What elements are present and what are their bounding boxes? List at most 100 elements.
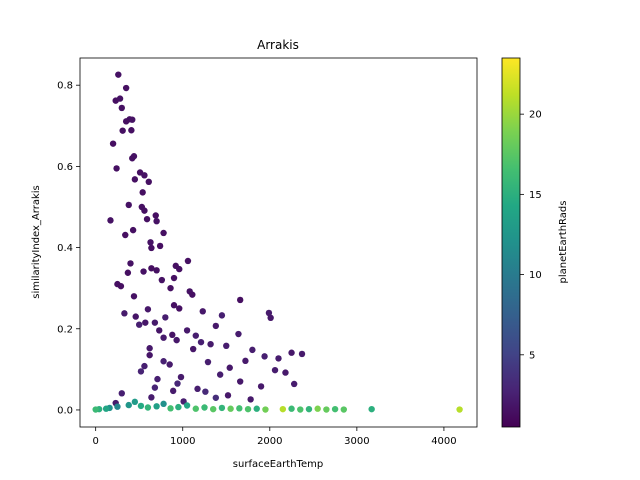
scatter-point-52 [121,310,128,317]
scatter-point-29 [147,239,154,246]
scatter-point-93 [247,396,254,403]
scatter-point-89 [169,387,177,395]
scatter-point-116 [144,404,152,411]
scatter-point-137 [331,405,339,413]
scatter-point-115 [137,402,145,410]
scatter-point-129 [253,405,260,412]
scatter-point-44 [167,284,174,292]
x-tick-label: 3000 [344,436,369,447]
scatter-point-109 [102,405,110,412]
scatter-point-33 [127,260,134,267]
scatter-point-16 [131,176,139,183]
scatter-point-134 [305,405,313,413]
scatter-point-126 [227,405,234,412]
scatter-points [92,71,463,413]
scatter-point-56 [267,314,274,321]
scatter-point-3 [116,95,124,102]
scatter-point-57 [162,314,169,321]
scatter-point-96 [132,313,139,320]
x-tick-label: 1000 [170,436,195,447]
scatter-point-12 [129,155,136,162]
colorbar-tick-label: 15 [529,190,542,201]
scatter-point-25 [153,217,160,225]
x-axis-label: surfaceEarthTemp [233,459,323,470]
scatter-point-125 [218,404,226,412]
scatter-point-71 [288,349,295,356]
scatter-point-50 [176,305,183,312]
scatter-point-75 [242,357,249,365]
scatter-point-76 [204,358,212,366]
scatter-point-132 [288,405,295,412]
y-tick-label: 0.6 [57,162,73,173]
scatter-point-87 [257,383,265,390]
chart-title: Arrakis [257,38,299,52]
scatter-point-131 [279,405,287,413]
scatter-point-90 [118,390,125,397]
scatter-point-39 [124,269,132,276]
scatter-point-19 [125,201,132,209]
scatter-point-66 [197,338,205,346]
scatter-point-9 [128,127,135,134]
scatter-point-38 [176,265,183,273]
scatter-point-117 [153,403,160,410]
scatter-point-67 [207,340,214,348]
scatter-point-32 [184,257,192,265]
scatter-point-139 [368,405,375,413]
scatter-point-99 [169,331,176,339]
x-tick-label: 0 [92,436,98,447]
scatter-point-86 [290,380,298,388]
scatter-point-54 [218,312,226,319]
scatter-point-63 [192,332,199,339]
x-tick-label: 4000 [431,436,456,447]
scatter-point-133 [297,406,304,413]
scatter-point-97 [142,319,149,326]
x-axis: 0 1000 2000 3000 4000 [92,427,457,447]
scatter-point-62 [183,327,191,334]
y-tick-label: 0.0 [57,405,73,416]
scatter-point-114 [131,398,139,406]
scatter-point-26 [129,226,137,234]
y-tick-label: 0.8 [57,81,73,92]
scatter-point-31 [156,242,164,250]
scatter-point-21 [141,207,148,214]
scatter-point-22 [152,212,159,219]
scatter-point-36 [153,267,160,274]
scatter-point-18 [139,189,146,196]
scatter-point-120 [175,403,182,411]
scatter-point-68 [223,342,230,350]
scatter-point-64 [160,334,167,341]
scatter-point-91 [224,392,232,399]
scatter-point-35 [148,265,155,272]
y-axis: 0.0 0.2 0.4 0.6 0.8 [57,81,80,416]
colorbar [501,57,521,428]
scatter-point-85 [236,378,244,385]
scatter-point-72 [298,350,306,358]
scatter-point-111 [92,406,99,413]
scatter-point-65 [173,336,180,344]
scatter-point-135 [314,405,321,412]
scatter-point-121 [183,402,191,409]
scatter-point-130 [262,406,269,413]
scatter-point-106 [151,384,159,391]
scatter-point-123 [201,404,208,411]
scatter-point-60 [212,322,220,330]
x-tick-label: 2000 [257,436,282,447]
scatter-point-122 [192,405,199,412]
scatter-point-15 [141,172,148,179]
scatter-point-138 [340,406,347,413]
scatter-point-88 [194,385,201,393]
colorbar-tick-label: 5 [529,350,535,361]
scatter-point-7 [129,116,136,123]
scatter-point-140 [456,406,463,413]
scatter-point-59 [136,321,143,328]
scatter-point-83 [177,373,185,381]
scatter-point-48 [130,293,138,300]
scatter-point-81 [282,369,289,376]
scatter-point-103 [137,368,145,375]
scatter-point-55 [265,309,273,317]
scatter-point-27 [122,231,129,239]
scatter-point-124 [210,405,217,413]
scatter-point-23 [107,217,114,224]
scatter-point-58 [151,319,159,326]
colorbar-axis: 5 10 15 20 [520,110,542,361]
